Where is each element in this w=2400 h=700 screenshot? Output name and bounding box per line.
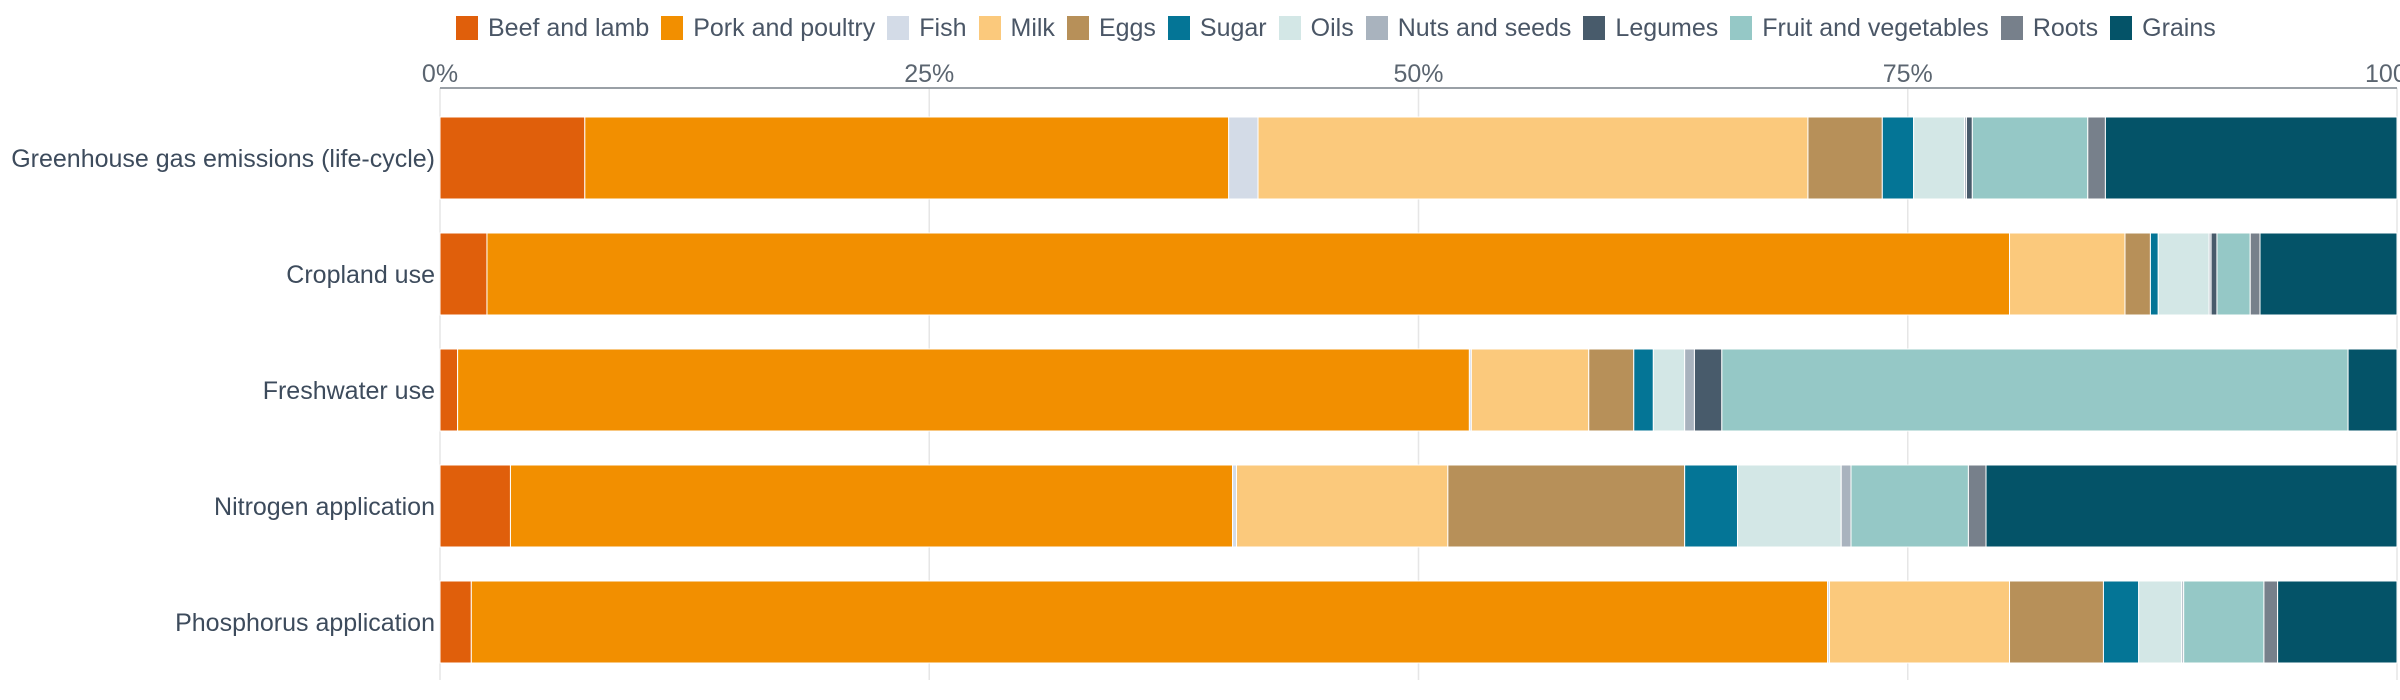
legend-label: Fruit and vegetables <box>1762 13 1989 42</box>
category-label: Nitrogen application <box>214 493 435 521</box>
legend-label: Nuts and seeds <box>1397 13 1572 42</box>
legend-label: Pork and poultry <box>693 13 876 42</box>
legend-swatch <box>661 16 684 40</box>
bar-segment <box>2210 232 2218 316</box>
legend-label: Legumes <box>1615 13 1719 42</box>
bar-segment <box>1807 116 1883 200</box>
legend-label: Eggs <box>1098 13 1156 42</box>
legend-item: Oils <box>1278 13 1354 43</box>
legend-item: Pork and poultry <box>661 14 875 43</box>
bar-segment <box>1721 348 2349 432</box>
bar-segment <box>486 232 2011 316</box>
bar-segment <box>2347 348 2398 432</box>
legend-item: Nuts and seeds <box>1365 13 1572 43</box>
legend: Beef and lamb Pork and poultry Fish Milk Egg… <box>456 12 2228 44</box>
x-tick-label: 50% <box>1393 60 1443 88</box>
legend-label: Sugar <box>1199 13 1267 42</box>
legend-item: Beef and lamb <box>456 14 649 43</box>
bar-segment <box>1257 116 1809 200</box>
legend-swatch <box>887 16 910 40</box>
legend-label: Fish <box>919 13 967 42</box>
bar-segment <box>1588 348 1635 432</box>
bar-segment <box>1693 348 1723 432</box>
x-tick-label: 75% <box>1883 60 1933 88</box>
bar-segment <box>1985 464 2398 548</box>
legend-swatch <box>1583 16 1606 40</box>
legend-swatch <box>1730 16 1753 40</box>
bar-segment <box>2102 580 2140 664</box>
bar-segment <box>1967 464 1987 548</box>
legend-item: Roots <box>2000 13 2099 43</box>
x-tick-label: 25% <box>904 60 954 88</box>
bar-segment <box>2277 580 2398 664</box>
bar-segment <box>2263 580 2279 664</box>
legend-label: Milk <box>1010 13 1055 42</box>
bar-segment <box>1447 464 1686 548</box>
x-tick-label: 0% <box>422 60 458 88</box>
legend-swatch <box>978 16 1001 40</box>
bar-segment <box>2009 232 2126 316</box>
bar-segment <box>1684 464 1738 548</box>
bar-segment <box>470 580 1829 664</box>
legend-swatch <box>2000 16 2023 40</box>
bar-segment <box>2124 232 2151 316</box>
bar-segment <box>2259 232 2398 316</box>
bar-segment <box>2183 580 2265 664</box>
legend-swatch <box>1365 16 1388 40</box>
bar-segment <box>1881 116 1915 200</box>
legend-item: Grains <box>2110 14 2216 43</box>
bar-segment <box>1684 348 1695 432</box>
legend-item: Sugar <box>1167 13 1267 43</box>
bar-segment <box>509 464 1234 548</box>
bar-segment <box>2138 580 2183 664</box>
bar-segment <box>1232 464 1237 548</box>
bar-segment <box>2087 116 2106 200</box>
legend-label: Roots <box>2032 13 2099 42</box>
legend-item: Fish <box>887 13 967 43</box>
bar-segment <box>439 116 586 200</box>
bar-segment <box>439 464 511 548</box>
legend-swatch <box>2110 16 2133 40</box>
bar-segment <box>1470 348 1590 432</box>
bar-segment <box>2149 232 2159 316</box>
bar-segment <box>1913 116 1966 200</box>
category-label: Phosphorus application <box>175 609 435 637</box>
bar-segment <box>439 348 459 432</box>
x-tick-label: 100% <box>2365 60 2400 88</box>
bar-segment <box>1965 116 1973 200</box>
bar-segment <box>1633 348 1654 432</box>
bar-segment <box>1652 348 1686 432</box>
bar-segment <box>2216 232 2251 316</box>
category-label: Cropland use <box>286 261 435 289</box>
category-label: Freshwater use <box>263 377 435 405</box>
bar-segment <box>1828 580 2011 664</box>
bar-segment <box>1840 464 1852 548</box>
legend-label: Beef and lamb <box>488 13 650 42</box>
legend-label: Grains <box>2142 13 2216 42</box>
bar-segment <box>439 232 488 316</box>
bar-segment <box>2009 580 2104 664</box>
bar-segment <box>1235 464 1449 548</box>
bar-segment <box>2249 232 2261 316</box>
bar-segment <box>2104 116 2398 200</box>
category-label: Greenhouse gas emissions (life-cycle) <box>11 145 435 173</box>
bar-segment <box>1736 464 1842 548</box>
legend-item: Fruit and vegetables <box>1730 14 1989 43</box>
legend-item: Legumes <box>1583 14 1718 43</box>
bar-segment <box>1850 464 1969 548</box>
legend-item: Eggs <box>1066 13 1156 43</box>
bar-segment <box>1971 116 2089 200</box>
bar-segment <box>584 116 1230 200</box>
legend-swatch <box>1066 16 1089 40</box>
bar-segment <box>1228 116 1259 200</box>
bar-segment <box>457 348 1470 432</box>
legend-label: Oils <box>1310 13 1354 42</box>
bar-segment <box>2157 232 2210 316</box>
legend-item: Milk <box>978 13 1055 43</box>
bar-segment <box>439 580 472 664</box>
legend-swatch <box>1278 16 1301 40</box>
legend-swatch <box>1167 16 1190 40</box>
legend-swatch <box>456 16 478 40</box>
